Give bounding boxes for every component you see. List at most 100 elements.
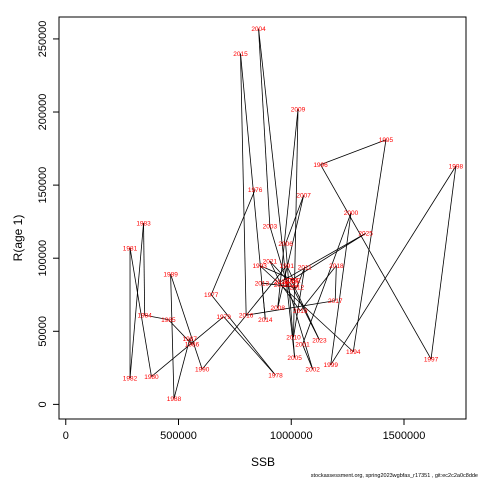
segment-2001-2002: [302, 344, 314, 370]
segment-2011-2012: [296, 266, 306, 288]
y-axis: 0 50000 100000 150000 200000 250000: [37, 21, 59, 407]
segment-2004-2005: [258, 28, 296, 358]
point-label-2013: 2013: [255, 280, 270, 287]
segment-1998-1999: [330, 165, 457, 366]
x-axis: 0 500000 1000000 1500000: [63, 419, 426, 442]
point-label-2014: 2014: [258, 317, 273, 324]
point-label-2023: 2023: [312, 337, 327, 344]
y-tick-label: 200000: [37, 94, 49, 131]
point-label-1990: 1990: [195, 367, 210, 374]
segment-1987-1988: [173, 338, 191, 399]
footer-note: stockassessment.org, spring2023wgbfas_r1…: [310, 473, 478, 479]
point-label-2008: 2008: [270, 305, 285, 312]
x-tick-label: 1000000: [270, 430, 313, 442]
segment-1983-1984: [143, 223, 146, 316]
y-tick-label: 100000: [37, 240, 49, 277]
point-label-2000: 2000: [344, 210, 359, 217]
point-label-2022: 2022: [284, 282, 299, 289]
point-label-1997: 1997: [424, 356, 439, 363]
segment-1994-1995: [352, 139, 387, 352]
segment-1993-1994: [259, 265, 354, 353]
point-label-1999: 1999: [323, 362, 338, 369]
segment-2006-2007: [285, 195, 305, 244]
point-label-1995: 1995: [379, 137, 394, 144]
segment-2008-2009: [277, 109, 299, 308]
segment-1999-2000: [330, 212, 352, 365]
segment-2019-2020: [280, 284, 301, 312]
point-label-2005: 2005: [287, 355, 302, 362]
segment-2000-2001: [302, 212, 352, 345]
point-label-2016: 2016: [239, 313, 254, 320]
x-tick-label: 1500000: [383, 430, 426, 442]
y-tick-label: 150000: [37, 167, 49, 204]
y-tick-label: 250000: [37, 21, 49, 58]
point-label-1998: 1998: [449, 163, 464, 170]
segment-1976-1977: [210, 189, 256, 295]
point-label-1982: 1982: [123, 375, 138, 382]
point-label-2001: 2001: [295, 342, 310, 349]
point-label-2021: 2021: [263, 258, 278, 265]
point-label-1996: 1996: [313, 162, 328, 169]
point-label-2024: 2024: [284, 277, 299, 284]
point-labels: 1976 1977 1978 1979 1980 1981 1982 1983 1984 1985…: [123, 26, 464, 403]
segment-2015-2016: [240, 53, 247, 316]
point-label-1983: 1983: [136, 220, 151, 227]
point-label-2015: 2015: [233, 51, 248, 58]
point-label-2007: 2007: [296, 193, 311, 200]
x-tick-label: 0: [63, 430, 69, 442]
segment-2003-2004: [258, 28, 271, 227]
point-label-1988: 1988: [167, 396, 182, 403]
point-label-1985: 1985: [161, 317, 176, 324]
point-label-2003: 2003: [263, 223, 278, 230]
segment-1997-1998: [430, 166, 457, 360]
segment-2014-2015: [240, 53, 266, 320]
segment-1990-1991: [201, 265, 288, 370]
y-tick-label: 0: [37, 401, 49, 407]
segment-1996-1997: [320, 164, 432, 360]
point-label-1987: 1987: [183, 336, 198, 343]
segment-1988-1989: [170, 274, 175, 399]
point-label-1977: 1977: [204, 292, 219, 299]
point-label-2025: 2025: [358, 231, 373, 238]
segment-1989-1990: [170, 274, 203, 370]
x-axis-title: SSB: [251, 455, 275, 469]
point-label-2006: 2006: [278, 241, 293, 248]
point-label-2002: 2002: [305, 367, 320, 374]
point-label-1993: 1993: [252, 263, 267, 270]
segment-2021-2022: [269, 260, 292, 285]
point-label-1979: 1979: [216, 314, 231, 321]
segment-2016-2017: [246, 300, 336, 316]
point-label-1989: 1989: [163, 272, 178, 279]
plot-frame: [58, 16, 467, 420]
segment-1977-1978: [210, 294, 276, 376]
y-axis-title: R(age 1): [11, 215, 25, 262]
segment-2002-2003: [269, 225, 314, 370]
segment-2023-2024: [290, 279, 320, 341]
point-label-2011: 2011: [298, 264, 312, 271]
point-label-1981: 1981: [123, 245, 138, 252]
point-label-2017: 2017: [328, 298, 343, 305]
point-label-1994: 1994: [346, 349, 361, 356]
point-label-2019: 2019: [293, 308, 308, 315]
segment-2024-2025: [291, 233, 366, 281]
segment-2007-2008: [277, 195, 305, 308]
segment-2025-2026: [280, 233, 366, 282]
y-tick-label: 50000: [37, 316, 49, 347]
segment-2017-2018: [334, 265, 337, 301]
segment-2005-2006: [285, 243, 296, 358]
point-label-1986: 1986: [185, 342, 200, 349]
point-label-1984: 1984: [137, 313, 152, 320]
segment-1995-1996: [320, 139, 387, 166]
point-label-2004: 2004: [251, 26, 266, 33]
point-label-2020: 2020: [274, 282, 289, 289]
segment-1986-1987: [189, 338, 193, 345]
point-label-2026: 2026: [274, 279, 289, 286]
segment-2010-2011: [293, 266, 306, 338]
point-label-2018: 2018: [329, 263, 344, 270]
segment-1982-1983: [129, 223, 144, 379]
x-tick-label: 500000: [160, 430, 197, 442]
segment-2020-2021: [269, 260, 282, 285]
point-label-2012: 2012: [290, 285, 305, 292]
segment-2018-2019: [299, 265, 337, 312]
